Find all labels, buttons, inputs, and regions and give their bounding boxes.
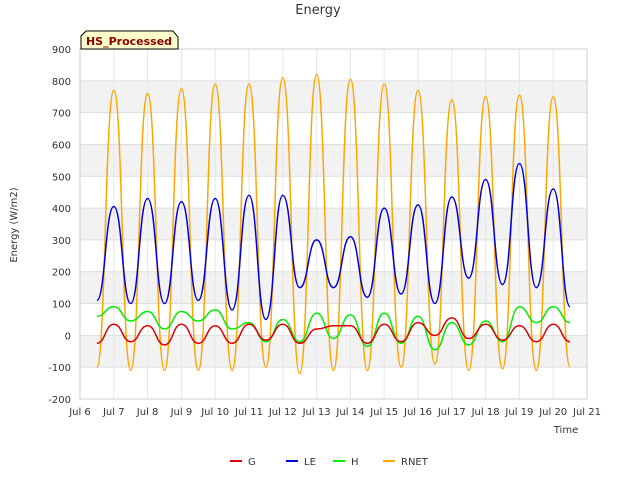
series-line-rnet xyxy=(96,73,571,375)
grid-band xyxy=(80,335,587,368)
x-tick-labels: Jul 6 Jul 7 Jul 8 Jul 9 Jul 10 Jul 11 Jul 12 Ju… xyxy=(68,407,601,418)
grid-band xyxy=(80,144,587,177)
x-tick-label: Jul 8 xyxy=(136,407,159,418)
y-tick-label: 600 xyxy=(52,140,71,151)
x-tick-label: Jul 16 xyxy=(403,407,432,418)
x-tick-label: Jul 9 xyxy=(170,407,193,418)
y-tick-label: 800 xyxy=(52,77,71,88)
legend-label: LE xyxy=(304,457,316,468)
grid-band xyxy=(80,208,587,240)
series-line-g xyxy=(96,317,571,346)
y-tick-label: 100 xyxy=(52,300,71,311)
series-line-le xyxy=(96,162,571,321)
x-tick-label: Jul 12 xyxy=(268,407,297,418)
y-tick-label: 700 xyxy=(52,109,71,120)
series-lines xyxy=(96,73,571,375)
grid-band xyxy=(80,303,587,336)
legend-item-g: G xyxy=(230,457,256,468)
x-tick-label: Jul 21 xyxy=(572,407,601,418)
legend: G LE H RNET xyxy=(230,457,429,468)
y-tick-label: 300 xyxy=(52,236,71,247)
chart-title: Energy xyxy=(295,3,341,18)
legend-item-rnet: RNET xyxy=(383,457,429,468)
y-tick-label: 0 xyxy=(65,331,71,342)
y-tick-label: 500 xyxy=(52,172,71,183)
plot-frame xyxy=(79,48,588,400)
y-tick-label: 200 xyxy=(52,268,71,279)
y-tick-labels: -200 -100 0 100 200 300 400 500 600 700 800 900 xyxy=(48,45,71,406)
x-tick-label: Jul 15 xyxy=(369,407,398,418)
y-tick-label: -100 xyxy=(48,363,71,374)
grid-band xyxy=(80,367,587,399)
legend-item-h: H xyxy=(333,457,359,468)
y-tick-label: 900 xyxy=(52,45,71,56)
grid-band xyxy=(80,80,587,113)
badge-label: HS_Processed xyxy=(86,35,172,48)
y-axis-title: Energy (W/m2) xyxy=(9,187,20,262)
legend-label: H xyxy=(351,457,359,468)
grid-band xyxy=(80,49,587,81)
grid-band xyxy=(80,112,587,145)
x-tick-label: Jul 17 xyxy=(437,407,466,418)
x-tick-label: Jul 11 xyxy=(234,407,263,418)
x-tick-label: Jul 20 xyxy=(538,407,567,418)
x-tick-label: Jul 14 xyxy=(335,407,364,418)
x-tick-label: Jul 7 xyxy=(102,407,125,418)
hs-processed-badge: HS_Processed xyxy=(80,30,179,50)
y-tick-label: -200 xyxy=(48,395,71,406)
series-line-h xyxy=(96,305,571,351)
x-tick-label: Jul 19 xyxy=(504,407,533,418)
legend-label: G xyxy=(248,457,256,468)
legend-label: RNET xyxy=(401,457,429,468)
x-axis-title: Time xyxy=(553,425,578,436)
grid-band xyxy=(80,239,587,272)
x-tick-label: Jul 18 xyxy=(471,407,500,418)
grid-band xyxy=(80,176,587,209)
x-tick-label: Jul 13 xyxy=(302,407,331,418)
x-tick-label: Jul 6 xyxy=(68,407,91,418)
x-tick-label: Jul 10 xyxy=(200,407,229,418)
y-tick-label: 400 xyxy=(52,204,71,215)
legend-item-le: LE xyxy=(286,457,316,468)
